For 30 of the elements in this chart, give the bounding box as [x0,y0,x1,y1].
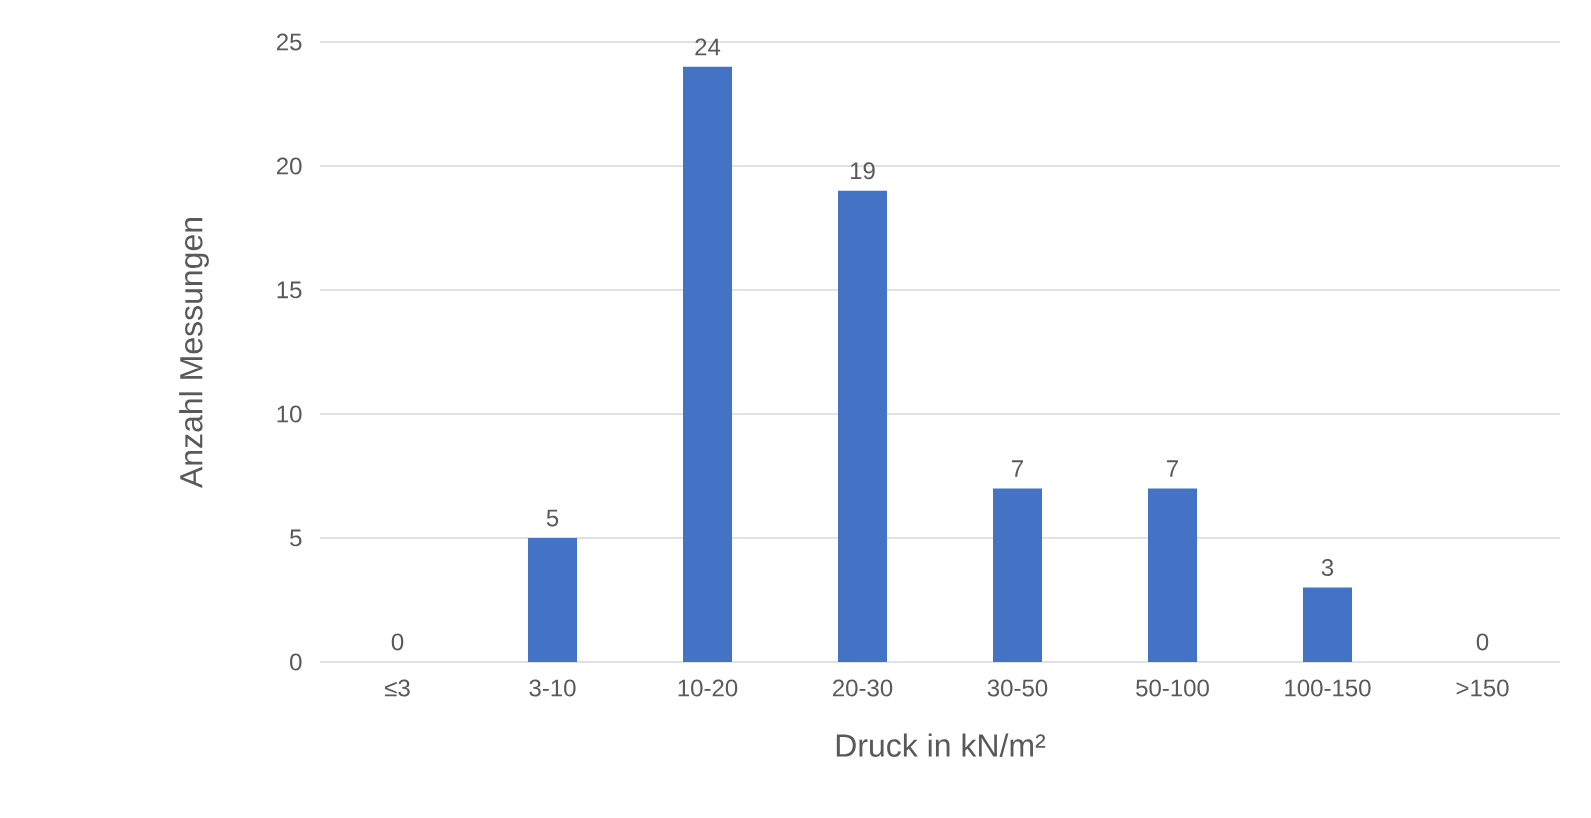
data-label: 5 [546,509,559,527]
y-tick-label: 25 [276,33,302,51]
bar [683,66,732,662]
y-axis-title: Anzahl Messungen [179,218,209,489]
x-tick-label: 30-50 [987,679,1048,697]
x-tick-label: 20-30 [833,679,893,697]
x-axis-title: Druck in kN/m² [836,733,1046,757]
x-tick-label: ≤3 [384,679,410,697]
data-label: 7 [1167,460,1178,477]
data-label: 19 [850,162,875,180]
bar [838,190,887,662]
x-tick-label: >150 [1456,679,1509,697]
data-label: 3 [1321,559,1334,577]
data-label: 0 [1476,633,1489,651]
bar [528,537,577,662]
bar [1303,587,1352,662]
x-tick-label: 50-100 [1136,679,1209,697]
x-tick-label: 3-10 [529,679,576,697]
y-tick-label: 10 [277,405,302,423]
data-label: 7 [1012,460,1023,477]
x-tick-label: 100-150 [1285,679,1371,697]
y-tick-label: 15 [277,281,302,299]
data-label: 0 [391,633,404,651]
y-tick-label: 20 [276,157,302,175]
y-tick-label: 5 [290,529,302,547]
y-tick-label: 0 [290,653,302,671]
x-tick-label: 10-20 [678,679,738,697]
data-label: 24 [695,38,721,56]
bar [1148,488,1197,662]
bar [993,488,1042,662]
